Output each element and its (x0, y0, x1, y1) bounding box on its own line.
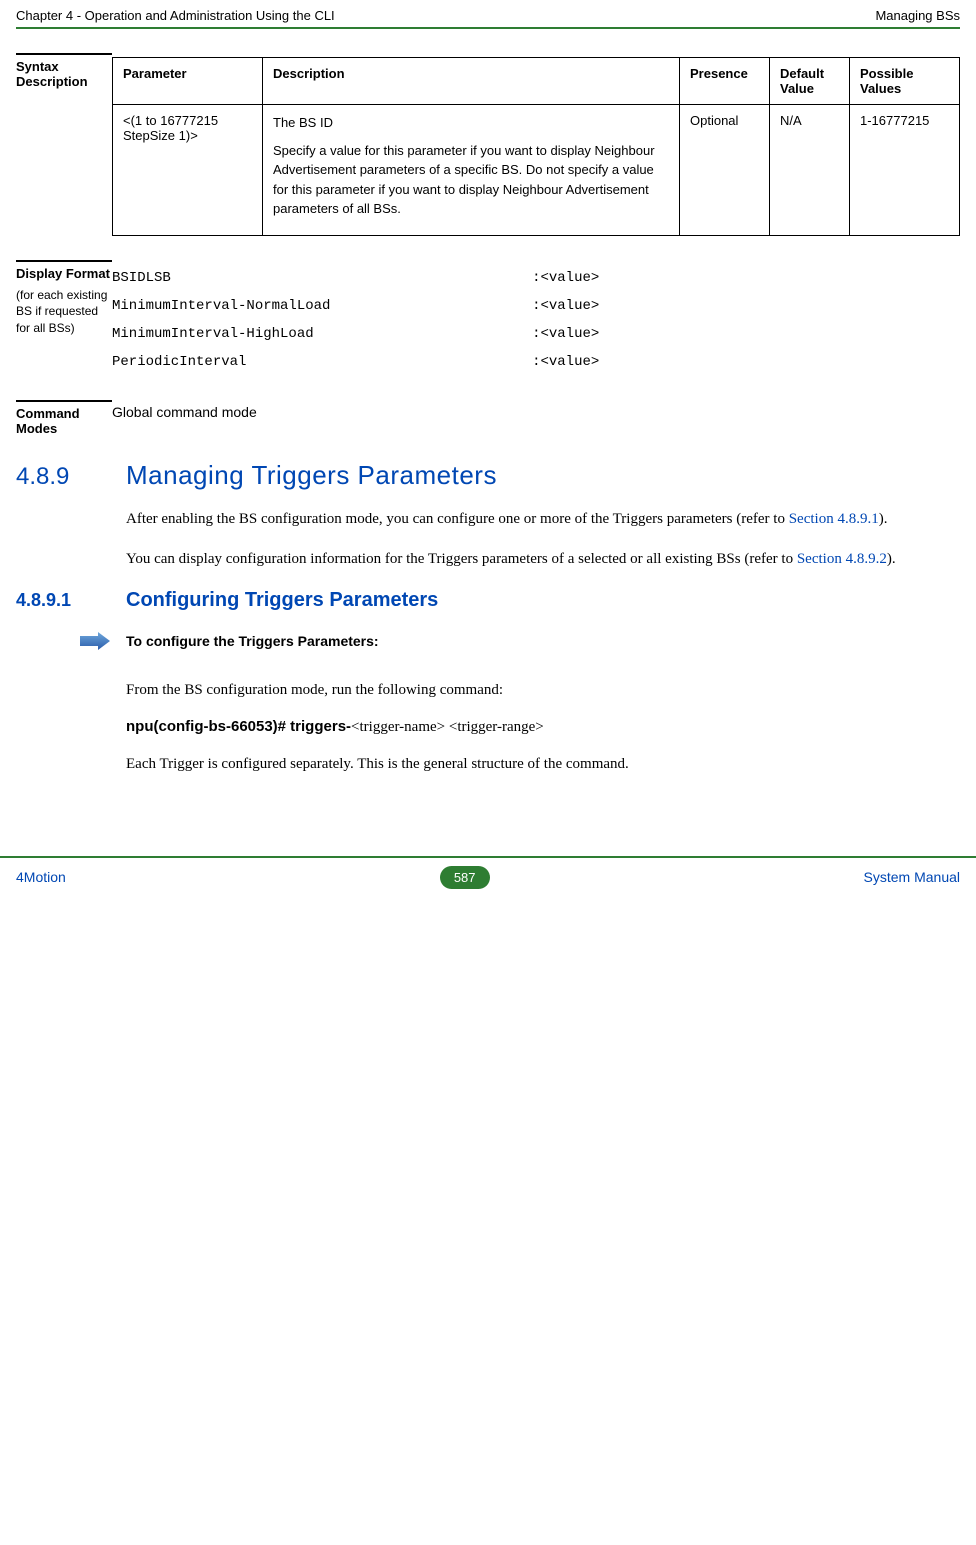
command-line: npu(config-bs-66053)# triggers-<trigger-… (126, 718, 960, 736)
table-header-row: Parameter Description Presence Default V… (113, 58, 960, 105)
cmd-bold: npu(config-bs-66053)# triggers- (126, 718, 351, 735)
col-description: Description (263, 58, 680, 105)
section-4891-para1: From the BS configuration mode, run the … (126, 678, 960, 702)
display-label: Display Format (for each existing BS if … (16, 260, 112, 376)
para2-b: ). (887, 551, 896, 567)
col-default: Default Value (770, 58, 850, 105)
cmd-rest: <trigger-name> <trigger-range> (351, 719, 544, 735)
desc-p2: Specify a value for this parameter if yo… (273, 141, 669, 219)
header-right: Managing BSs (875, 8, 960, 23)
cell-default: N/A (770, 105, 850, 236)
header-rule (16, 27, 960, 29)
section-489-title: Managing Triggers Parameters (126, 460, 497, 491)
page-footer: 4Motion 587 System Manual (0, 856, 976, 897)
para1-a: After enabling the BS configuration mode… (126, 511, 789, 527)
table-row: <(1 to 16777215 StepSize 1)> The BS ID S… (113, 105, 960, 236)
link-4892[interactable]: Section 4.8.9.2 (797, 551, 887, 567)
cell-possible: 1-16777215 (850, 105, 960, 236)
syntax-section: Syntax Description Parameter Description… (16, 53, 960, 236)
display-format-section: Display Format (for each existing BS if … (16, 260, 960, 376)
page-header: Chapter 4 - Operation and Administration… (0, 0, 976, 27)
command-modes-value: Global command mode (112, 400, 960, 436)
para2-a: You can display configuration informatio… (126, 551, 797, 567)
section-4891-para2: Each Trigger is configured separately. T… (126, 752, 960, 776)
display-sublabel: (for each existing BS if requested for a… (16, 287, 112, 337)
link-4891[interactable]: Section 4.8.9.1 (789, 511, 879, 527)
section-489-heading: 4.8.9 Managing Triggers Parameters (16, 460, 960, 491)
header-left: Chapter 4 - Operation and Administration… (16, 8, 335, 23)
section-489-num: 4.8.9 (16, 463, 126, 491)
footer-page-number: 587 (440, 866, 490, 889)
arrow-right-icon (80, 632, 110, 650)
display-output: BSIDLSB :<value> MinimumInterval-NormalL… (112, 264, 960, 376)
cell-description: The BS ID Specify a value for this param… (263, 105, 680, 236)
section-4891-title: Configuring Triggers Parameters (126, 589, 438, 612)
command-modes-label: Command Modes (16, 400, 112, 436)
display-label-text: Display Format (16, 266, 110, 281)
col-presence: Presence (680, 58, 770, 105)
desc-p1: The BS ID (273, 113, 669, 133)
section-489-para1: After enabling the BS configuration mode… (126, 507, 960, 531)
syntax-table: Parameter Description Presence Default V… (112, 57, 960, 236)
section-4891-heading: 4.8.9.1 Configuring Triggers Parameters (16, 589, 960, 612)
section-4891-num: 4.8.9.1 (16, 590, 126, 611)
cell-parameter: <(1 to 16777215 StepSize 1)> (113, 105, 263, 236)
cell-presence: Optional (680, 105, 770, 236)
syntax-label: Syntax Description (16, 53, 112, 236)
instruction-row: To configure the Triggers Parameters: (80, 632, 960, 650)
section-489-para2: You can display configuration informatio… (126, 547, 960, 571)
instruction-text: To configure the Triggers Parameters: (126, 633, 379, 649)
col-parameter: Parameter (113, 58, 263, 105)
command-modes-section: Command Modes Global command mode (16, 400, 960, 436)
footer-right: System Manual (864, 869, 960, 885)
footer-left: 4Motion (16, 869, 66, 885)
col-possible: Possible Values (850, 58, 960, 105)
para1-b: ). (879, 511, 888, 527)
